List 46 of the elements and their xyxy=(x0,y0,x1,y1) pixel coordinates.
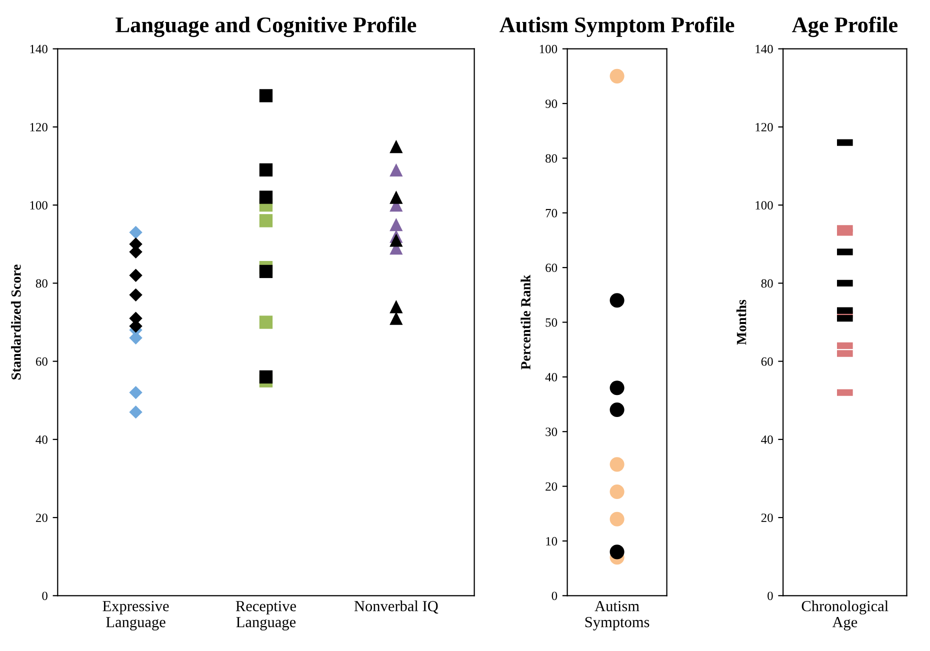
y-tick-label: 140 xyxy=(30,44,48,54)
y-tick-label: 70 xyxy=(546,208,558,218)
y-tick-label: 30 xyxy=(546,428,558,436)
y-tick-label: 20 xyxy=(546,482,558,491)
x-tick-label: Expressive Language xyxy=(102,601,169,630)
y-tick-label: 100 xyxy=(540,44,558,54)
y-tick-label: 120 xyxy=(30,122,48,132)
y-tick-label: 40 xyxy=(761,435,773,444)
x-tick-label: Nonverbal IQ xyxy=(354,600,438,614)
point xyxy=(610,484,624,500)
chart-title: Autism Symptom Profile xyxy=(500,16,734,37)
y-tick-label: 100 xyxy=(30,201,48,210)
chart-title: Language and Cognitive Profile xyxy=(116,16,416,38)
y-tick-label: 0 xyxy=(552,592,558,600)
y-axis-title: Standardized Score xyxy=(11,264,21,380)
y-tick-label: 20 xyxy=(761,514,773,522)
point xyxy=(610,544,624,560)
x-tick-label: Autism Symptoms xyxy=(585,601,650,630)
x-tick-label: Receptive Language xyxy=(236,601,296,630)
point xyxy=(610,402,624,418)
x-tick-label: Chronological Age xyxy=(802,600,888,630)
point xyxy=(610,293,624,308)
y-tick-label: 80 xyxy=(36,279,48,288)
y-tick-label: 60 xyxy=(36,357,48,366)
y-tick-label: 140 xyxy=(756,44,773,54)
y-tick-label: 20 xyxy=(36,514,48,522)
chart-title: Age Profile xyxy=(792,16,898,38)
y-axis-title: Months xyxy=(736,300,746,345)
y-tick-label: 100 xyxy=(756,201,773,210)
point xyxy=(610,68,624,84)
y-tick-label: 40 xyxy=(545,372,558,382)
point xyxy=(610,512,624,526)
y-tick-label: 0 xyxy=(42,592,48,600)
y-tick-label: 80 xyxy=(546,154,558,163)
y-tick-label: 90 xyxy=(545,100,558,108)
y-axis-title: Percentile Rank xyxy=(520,274,530,370)
y-tick-label: 60 xyxy=(761,357,773,366)
y-tick-label: 60 xyxy=(546,264,558,272)
y-tick-label: 0 xyxy=(768,592,773,600)
y-tick-label: 50 xyxy=(546,318,558,327)
y-tick-label: 80 xyxy=(761,279,773,288)
y-tick-label: 40 xyxy=(36,435,48,444)
point xyxy=(610,457,624,472)
point xyxy=(610,380,624,396)
y-tick-label: 10 xyxy=(546,537,558,546)
y-tick-label: 120 xyxy=(756,122,773,132)
